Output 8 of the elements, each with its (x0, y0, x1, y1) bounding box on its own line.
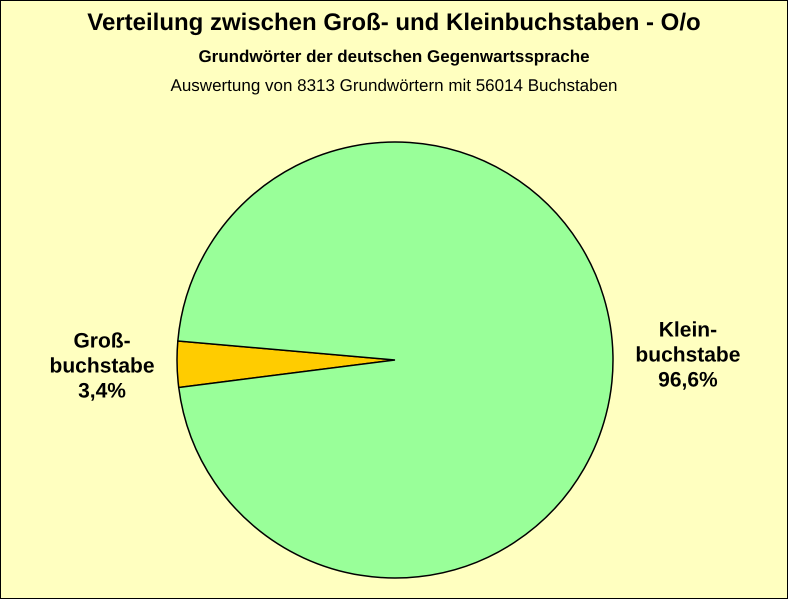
text: Auswertung von 8313 Grundwörtern mit 56014 Buchstaben (170, 76, 618, 96)
chart-subtitle: Grundwörter der deutschen Gegenwartssprache (197, 47, 591, 67)
slice-label: Klein-buchstabe (635, 318, 740, 366)
pie-slice (177, 142, 614, 579)
chart-title: Verteilung zwischen Groß- und Kleinbuchstaben - O/o (86, 9, 702, 37)
data-label: 3,4% (78, 380, 126, 403)
slice-label: Groß-buchstabe (50, 330, 155, 378)
data-label: 96,6% (658, 368, 718, 392)
